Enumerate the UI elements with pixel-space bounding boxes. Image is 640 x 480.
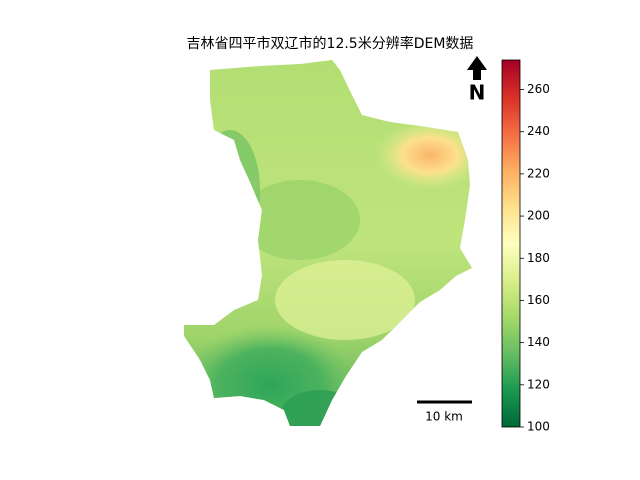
colorbar-tick-label: 220 [527, 166, 550, 180]
colorbar-tick-label: 260 [527, 82, 550, 96]
colorbar-tick-label: 180 [527, 251, 550, 265]
dem-region [184, 60, 472, 426]
scale-bar-label: 10 km [425, 410, 463, 424]
colorbar: 100 120 140 160 180 200 220 240 260 [501, 59, 550, 434]
colorbar-tick-label: 100 [527, 420, 550, 434]
colorbar-tick-label: 140 [527, 335, 550, 349]
scale-bar: 10 km [417, 400, 472, 424]
colorbar-tick-label: 200 [527, 209, 550, 223]
colorbar-tick-label: 240 [527, 124, 550, 138]
map-title: 吉林省四平市双辽市的12.5米分辨率DEM数据 [187, 35, 474, 52]
colorbar-tick-label: 160 [527, 293, 550, 307]
north-label: N [469, 81, 486, 105]
colorbar-fill [501, 59, 521, 428]
colorbar-tick-label: 120 [527, 377, 550, 391]
north-arrow-icon [467, 56, 487, 80]
north-arrow: N [467, 56, 487, 105]
